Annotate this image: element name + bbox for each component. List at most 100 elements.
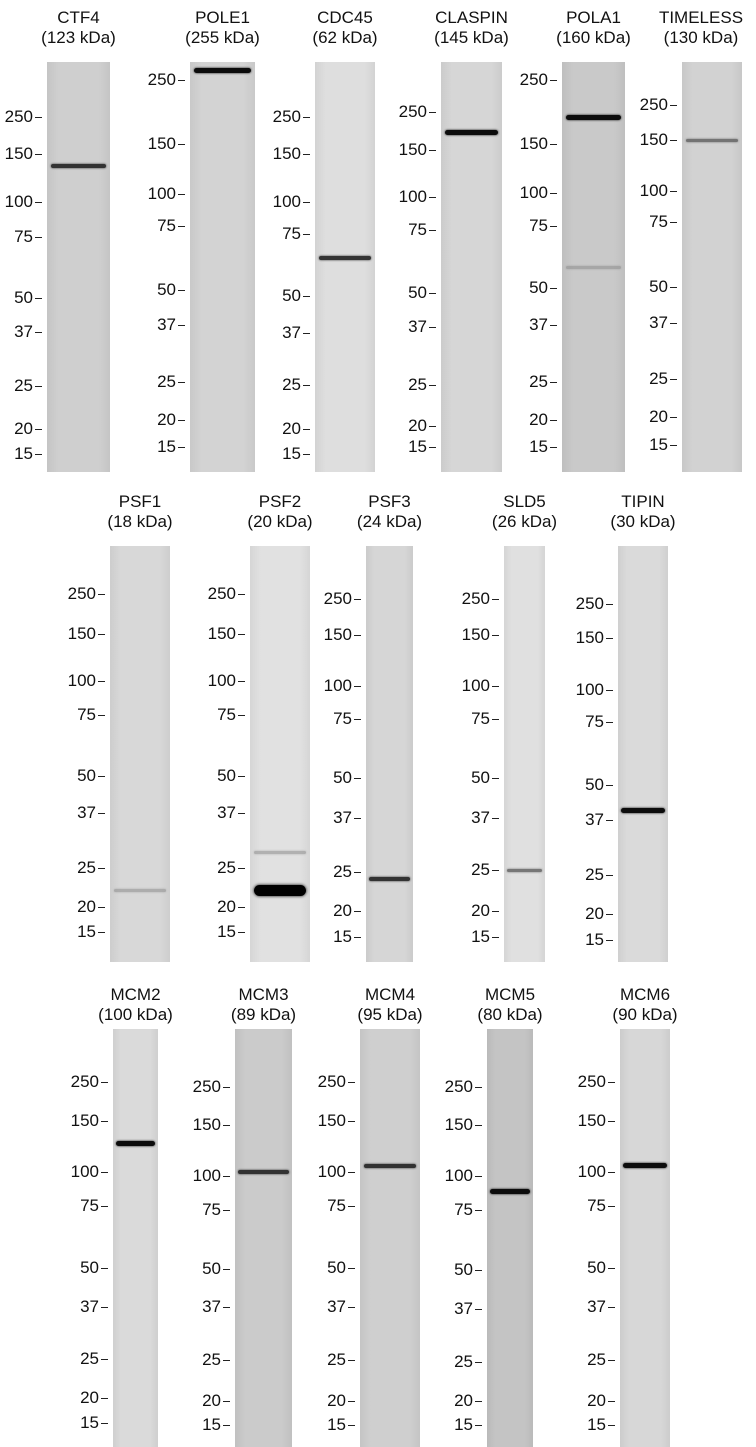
marker-tick — [303, 201, 310, 203]
marker-label: 15 — [587, 1415, 606, 1434]
marker-tick — [608, 1205, 615, 1207]
marker-label: 75 — [587, 1196, 606, 1215]
marker-label: 20 — [14, 419, 33, 438]
marker-label: 50 — [217, 766, 236, 785]
marker-label: 100 — [317, 1162, 346, 1181]
marker-label: 15 — [333, 927, 352, 946]
marker-label: 15 — [217, 922, 236, 941]
marker-tick — [429, 384, 436, 386]
marker-label: 150 — [67, 624, 96, 643]
marker-tick — [223, 1086, 230, 1088]
marker-label: 50 — [282, 286, 301, 305]
marker-label: 37 — [587, 1297, 606, 1316]
marker-tick — [35, 297, 42, 299]
marker-tick — [550, 225, 557, 227]
marker-label: 250 — [317, 1072, 346, 1091]
marker-label: 250 — [67, 584, 96, 603]
panel-title: CTF4 (123 kDa) — [24, 8, 134, 48]
marker-label: 37 — [471, 808, 490, 827]
marker-tick — [354, 871, 361, 873]
marker-tick — [101, 1422, 108, 1424]
marker-tick — [35, 331, 42, 333]
marker-tick — [429, 326, 436, 328]
protein-name: POLE1 — [195, 8, 250, 27]
marker-tick — [348, 1424, 355, 1426]
marker-label: 250 — [575, 594, 604, 613]
marker-tick — [101, 1081, 108, 1083]
panel-title: MCM2 (100 kDa) — [81, 985, 191, 1025]
marker-label: 15 — [649, 435, 668, 454]
marker-tick — [35, 201, 42, 203]
marker-tick — [492, 718, 499, 720]
molecular-weight: (26 kDa) — [491, 512, 558, 531]
blot-lane — [504, 546, 545, 962]
marker-tick — [354, 598, 361, 600]
marker-tick — [303, 295, 310, 297]
marker-tick — [550, 324, 557, 326]
marker-tick — [429, 111, 436, 113]
marker-tick — [550, 446, 557, 448]
marker-tick — [238, 714, 245, 716]
protein-band — [507, 868, 542, 872]
marker-label: 50 — [77, 766, 96, 785]
marker-tick — [670, 221, 677, 223]
marker-label: 75 — [202, 1200, 221, 1219]
marker-tick — [429, 196, 436, 198]
blot-lane — [618, 546, 668, 962]
marker-tick — [223, 1175, 230, 1177]
panel-title: TIPIN (30 kDa) — [588, 492, 698, 532]
marker-label: 50 — [333, 768, 352, 787]
marker-label: 15 — [454, 1415, 473, 1434]
blot-lane — [47, 62, 110, 472]
marker-tick — [238, 633, 245, 635]
panel-title: POLA1 (160 kDa) — [539, 8, 649, 48]
marker-label: 150 — [317, 1111, 346, 1130]
marker-tick — [608, 1267, 615, 1269]
marker-tick — [101, 1358, 108, 1360]
marker-label: 75 — [529, 216, 548, 235]
marker-label: 75 — [471, 709, 490, 728]
marker-tick — [35, 153, 42, 155]
marker-tick — [98, 714, 105, 716]
marker-tick — [475, 1086, 482, 1088]
marker-label: 150 — [323, 625, 352, 644]
marker-tick — [606, 637, 613, 639]
marker-label: 150 — [398, 140, 427, 159]
marker-tick — [492, 817, 499, 819]
protein-name: MCM6 — [619, 985, 671, 1004]
marker-tick — [550, 79, 557, 81]
marker-label: 50 — [408, 283, 427, 302]
marker-label: 20 — [585, 904, 604, 923]
marker-label: 15 — [80, 1413, 99, 1432]
protein-band — [116, 1141, 155, 1147]
marker-tick — [238, 593, 245, 595]
marker-tick — [608, 1359, 615, 1361]
protein-name: MCM4 — [364, 985, 416, 1004]
marker-label: 100 — [272, 192, 301, 211]
marker-label: 20 — [471, 901, 490, 920]
marker-tick — [670, 190, 677, 192]
marker-label: 250 — [444, 1077, 473, 1096]
protein-band — [253, 884, 307, 896]
protein-name: PSF2 — [258, 492, 302, 511]
marker-tick — [178, 324, 185, 326]
marker-tick — [98, 633, 105, 635]
marker-tick — [354, 634, 361, 636]
marker-tick — [608, 1171, 615, 1173]
marker-tick — [98, 931, 105, 933]
blot-lane — [620, 1029, 670, 1447]
marker-label: 75 — [77, 705, 96, 724]
marker-label: 250 — [323, 589, 352, 608]
marker-label: 100 — [323, 676, 352, 695]
molecular-weight: (30 kDa) — [610, 512, 676, 531]
marker-tick — [348, 1205, 355, 1207]
panel-title: MCM4 (95 kDa) — [335, 985, 445, 1025]
marker-tick — [354, 817, 361, 819]
marker-tick — [670, 104, 677, 106]
marker-tick — [670, 444, 677, 446]
marker-label: 25 — [408, 375, 427, 394]
protein-name: MCM5 — [484, 985, 536, 1004]
protein-name: CLASPIN — [435, 8, 508, 27]
marker-label: 20 — [77, 897, 96, 916]
marker-tick — [475, 1269, 482, 1271]
